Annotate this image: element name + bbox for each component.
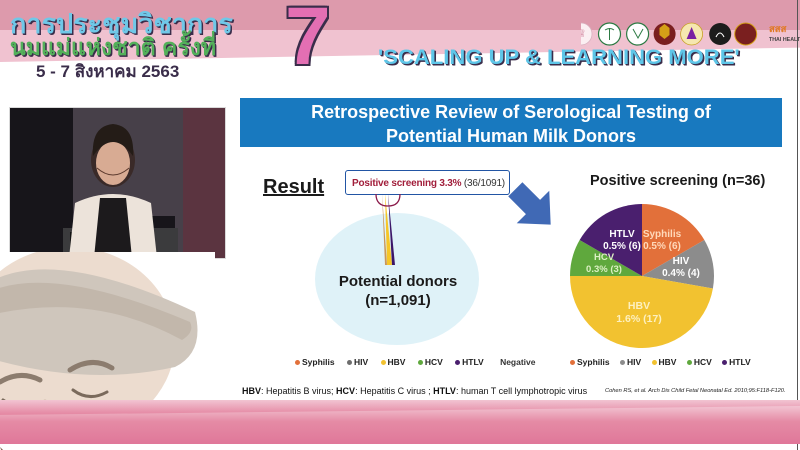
svg-text:HTLV: HTLV bbox=[609, 229, 635, 240]
svg-text:0.3% (3): 0.3% (3) bbox=[586, 264, 622, 275]
svg-text:0.4% (4): 0.4% (4) bbox=[662, 268, 700, 279]
svg-text:Syphilis: Syphilis bbox=[643, 229, 682, 240]
svg-text:1.6% (17): 1.6% (17) bbox=[616, 313, 662, 325]
svg-text:0.5% (6): 0.5% (6) bbox=[603, 241, 641, 252]
svg-text:HIV: HIV bbox=[673, 256, 690, 267]
svg-text:♕: ♕ bbox=[581, 28, 586, 40]
svg-text:HCV: HCV bbox=[594, 252, 615, 263]
svg-text:HBV: HBV bbox=[628, 300, 650, 312]
svg-text:0.5% (6): 0.5% (6) bbox=[643, 241, 681, 252]
svg-text:THAI HEALTH: THAI HEALTH bbox=[769, 37, 800, 43]
svg-text:สสส: สสส bbox=[769, 24, 787, 35]
